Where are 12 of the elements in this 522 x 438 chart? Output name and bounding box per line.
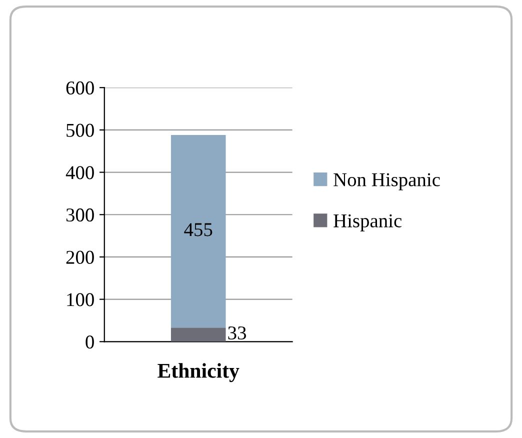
legend-label: Hispanic [334,214,402,232]
y-tick-label: 300 [66,208,94,222]
x-axis-title: Ethnicity [158,363,240,382]
y-tick-label: 600 [66,81,94,95]
y-tick-label: 400 [66,166,94,180]
data-label: 455 [184,223,212,236]
y-tick-label: 100 [67,293,94,306]
y-tick-label: 500 [66,124,94,137]
data-label: 33 [228,326,246,340]
y-tick-label: 200 [66,250,94,264]
legend-label: Non Hispanic [334,173,440,190]
y-tick-label: 0 [86,335,94,349]
